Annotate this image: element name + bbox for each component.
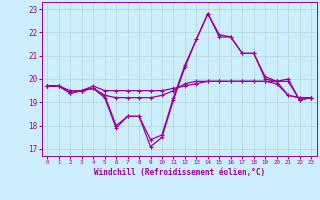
X-axis label: Windchill (Refroidissement éolien,°C): Windchill (Refroidissement éolien,°C) (94, 168, 265, 177)
